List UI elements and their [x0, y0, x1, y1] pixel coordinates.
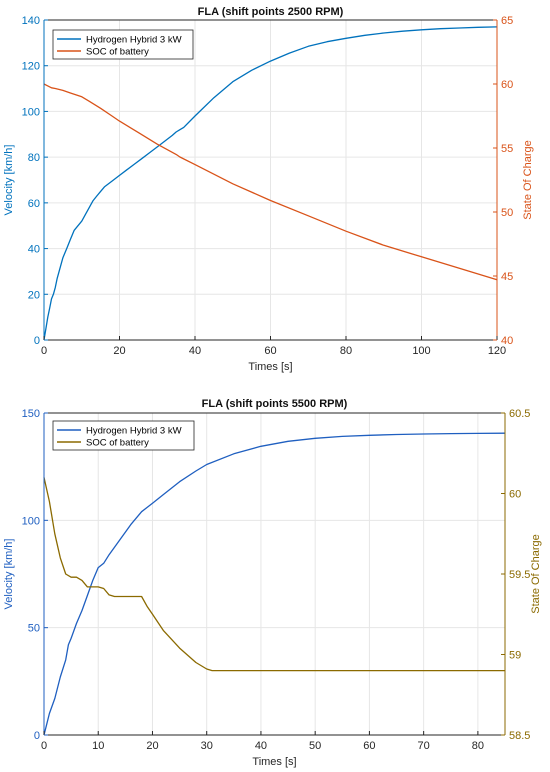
series-line-soc — [43, 477, 505, 672]
x-tick-label: 20 — [146, 740, 158, 752]
x-tick-label: 60 — [363, 740, 375, 752]
y-tick-label-right: 50 — [501, 207, 513, 219]
y-tick-label-right: 65 — [501, 15, 513, 27]
x-tick-label: 60 — [264, 345, 276, 357]
x-tick-label: 50 — [309, 740, 321, 752]
y-tick-label-right: 59.5 — [509, 569, 530, 581]
y-tick-label-right: 40 — [501, 335, 513, 347]
y-axis-label-left: Velocity [km/h] — [3, 145, 15, 216]
y-tick-label-left: 140 — [22, 15, 40, 27]
x-axis-label: Times [s] — [252, 756, 296, 768]
legend-box — [52, 420, 195, 451]
legend-label: SOC of battery — [86, 438, 149, 449]
y-tick-label-right: 60.5 — [509, 408, 530, 420]
y-tick-label-left: 0 — [34, 730, 40, 742]
y-tick-label-right: 45 — [501, 271, 513, 283]
y-tick-label-right: 58.5 — [509, 730, 530, 742]
y-tick-label-right: 60 — [501, 79, 513, 91]
x-tick-label: 0 — [41, 345, 47, 357]
x-tick-label: 10 — [92, 740, 104, 752]
y-axis-label-right: State Of Charge — [522, 140, 534, 220]
y-axis-label-left: Velocity [km/h] — [3, 539, 15, 610]
y-tick-label-left: 0 — [34, 335, 40, 347]
y-tick-label-right: 59 — [509, 650, 521, 662]
y-axis-label-right: State Of Charge — [530, 534, 542, 614]
y-tick-label-left: 80 — [28, 152, 40, 164]
y-tick-label-right: 55 — [501, 143, 513, 155]
legend-label: SOC of battery — [86, 47, 149, 58]
x-tick-label: 80 — [340, 345, 352, 357]
x-tick-label: 100 — [412, 345, 430, 357]
y-tick-label-right: 60 — [509, 489, 521, 501]
y-tick-label-left: 100 — [22, 515, 40, 527]
chart-title: FLA (shift points 5500 RPM) — [202, 398, 348, 410]
chart-top: 0 20 40 60 80 100 120 0 20 40 60 80 100 120 140 40 45 50 5… — [3, 6, 534, 373]
x-tick-label: 80 — [472, 740, 484, 752]
series-line-velocity — [43, 26, 498, 341]
y-tick-label-left: 120 — [22, 61, 40, 73]
x-tick-label: 30 — [201, 740, 213, 752]
x-tick-label: 70 — [418, 740, 430, 752]
y-tick-label-left: 20 — [28, 289, 40, 301]
series-line-velocity — [43, 432, 506, 736]
x-tick-label: 40 — [255, 740, 267, 752]
y-tick-label-left: 40 — [28, 244, 40, 256]
x-tick-label: 20 — [113, 345, 125, 357]
x-tick-label: 40 — [189, 345, 201, 357]
series-line-soc — [43, 83, 498, 281]
chart-bottom: 0 10 20 30 40 50 60 70 80 0 50 100 150 58.5 59 59.5 60 60… — [3, 398, 542, 768]
y-tick-label-left: 150 — [22, 408, 40, 420]
y-tick-label-left: 50 — [28, 623, 40, 635]
chart-title: FLA (shift points 2500 RPM) — [198, 6, 344, 18]
legend-box — [52, 29, 194, 60]
y-tick-label-left: 100 — [22, 106, 40, 118]
x-tick-label: 0 — [41, 740, 47, 752]
x-axis-label: Times [s] — [248, 361, 292, 373]
legend-label: Hydrogen Hybrid 3 kW — [86, 426, 182, 437]
legend-label: Hydrogen Hybrid 3 kW — [86, 35, 182, 46]
y-tick-label-left: 60 — [28, 198, 40, 210]
x-tick-label: 120 — [488, 345, 506, 357]
plot-area — [44, 413, 505, 735]
